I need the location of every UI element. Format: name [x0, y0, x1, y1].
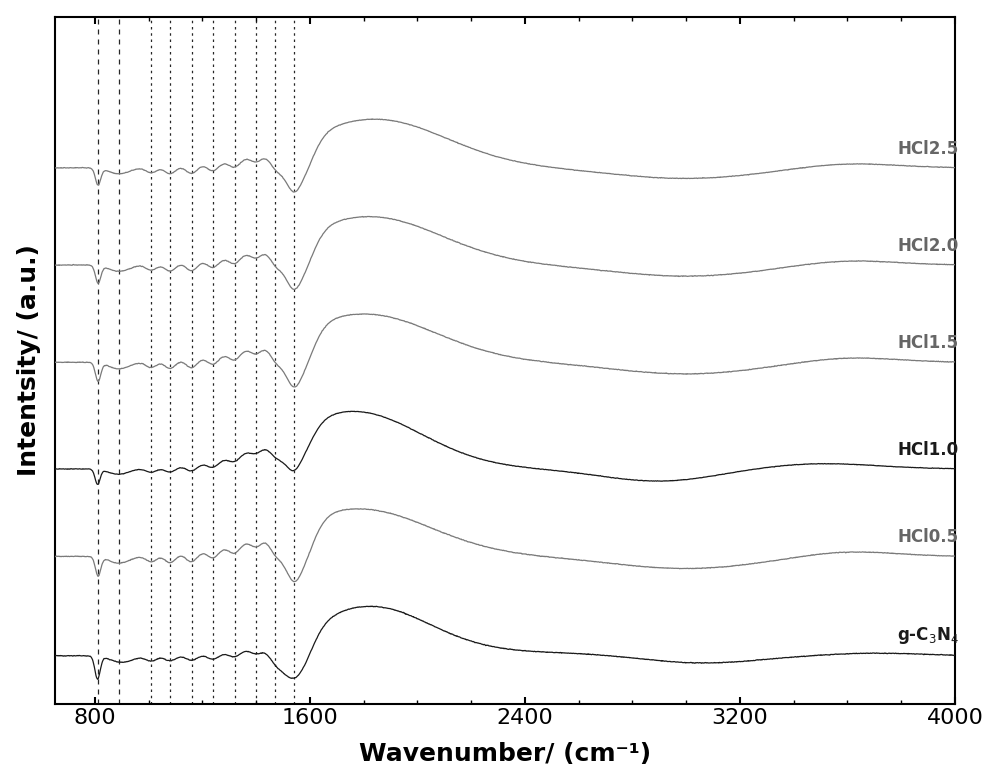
Text: HCl1.5: HCl1.5	[897, 334, 959, 352]
Y-axis label: Intentsity/ (a.u.): Intentsity/ (a.u.)	[17, 244, 41, 476]
Text: HCl1.0: HCl1.0	[897, 441, 959, 459]
Text: HCl2.5: HCl2.5	[897, 139, 959, 157]
X-axis label: Wavenumber/ (cm⁻¹): Wavenumber/ (cm⁻¹)	[359, 742, 651, 767]
Text: g-C$_3$N$_4$: g-C$_3$N$_4$	[897, 625, 959, 646]
Text: HCl2.0: HCl2.0	[897, 237, 959, 255]
Text: HCl0.5: HCl0.5	[897, 528, 959, 546]
